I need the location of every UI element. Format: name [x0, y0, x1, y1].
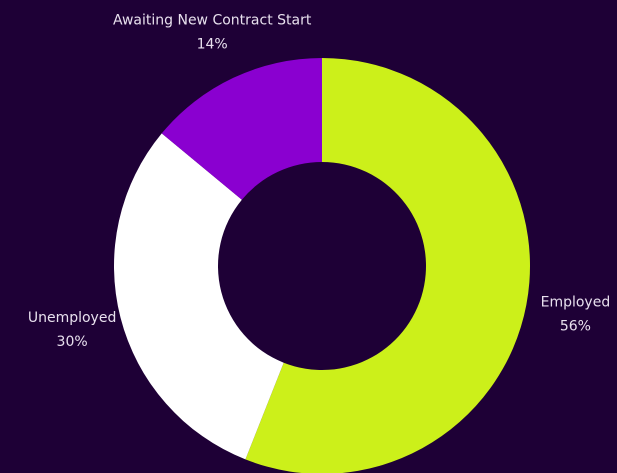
slice-label: Unemployed — [28, 310, 117, 326]
slice-value-label: 56% — [560, 318, 591, 334]
slice-label: Employed — [541, 294, 611, 310]
slice-value-label: 30% — [57, 334, 88, 350]
donut-slice — [161, 58, 322, 200]
slice-value-label: 14% — [197, 37, 228, 53]
slice-label: Awaiting New Contract Start — [113, 13, 312, 29]
donut-slice — [113, 133, 284, 460]
donut-slice — [245, 58, 530, 473]
